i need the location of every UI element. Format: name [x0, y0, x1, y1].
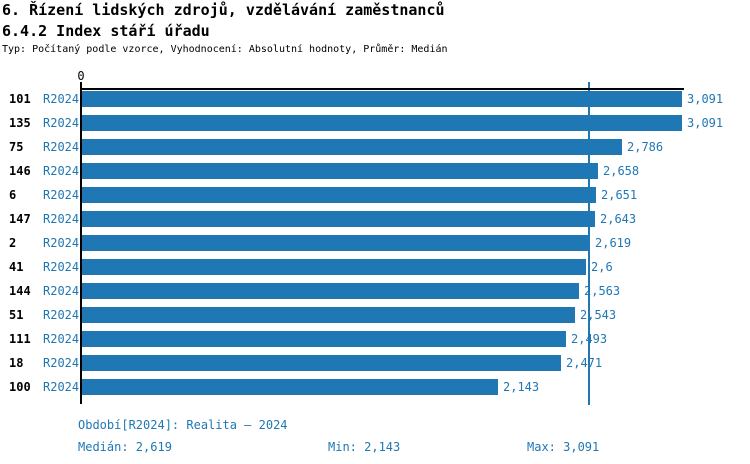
chart-row: 75 R2024 2,786 — [0, 139, 750, 155]
stat-max: Max: 3,091 — [527, 440, 600, 454]
bar-rows-container: 101 R2024 3,091 135 R2024 3,091 75 R2024 2,786 14… — [0, 91, 750, 395]
chart-row: 100 R2024 2,143 — [0, 379, 750, 395]
chart-row: 2 R2024 2,619 — [0, 235, 750, 251]
bar — [82, 139, 622, 155]
category-label: 18 — [9, 356, 24, 370]
bar-value-label: 2,643 — [600, 212, 637, 226]
bar-value-label: 2,651 — [601, 188, 638, 202]
series-tag: R2024 — [43, 284, 80, 298]
category-label: 41 — [9, 260, 24, 274]
bar — [82, 355, 561, 371]
category-label: 75 — [9, 140, 24, 154]
category-label: 51 — [9, 308, 24, 322]
chart-row: 135 R2024 3,091 — [0, 115, 750, 131]
series-tag: R2024 — [43, 92, 80, 106]
series-tag: R2024 — [43, 332, 80, 346]
series-tag: R2024 — [43, 140, 80, 154]
chart-row: 51 R2024 2,543 — [0, 307, 750, 323]
category-label: 147 — [9, 212, 31, 226]
x-axis-origin-label: 0 — [77, 69, 85, 83]
bar-value-label: 3,091 — [687, 92, 724, 106]
series-tag: R2024 — [43, 188, 80, 202]
bar-value-label: 2,471 — [566, 356, 603, 370]
chart-row: 6 R2024 2,651 — [0, 187, 750, 203]
bar — [82, 331, 566, 347]
bar-value-label: 2,786 — [627, 140, 664, 154]
bar-value-label: 2,493 — [571, 332, 608, 346]
bar-value-label: 2,619 — [595, 236, 632, 250]
bar — [82, 115, 682, 131]
category-label: 101 — [9, 92, 31, 106]
category-label: 111 — [9, 332, 31, 346]
bar-value-label: 2,143 — [503, 380, 540, 394]
bar — [82, 211, 595, 227]
bar-value-label: 2,6 — [591, 260, 613, 274]
series-tag: R2024 — [43, 356, 80, 370]
category-label: 2 — [9, 236, 17, 250]
y-axis-line — [80, 82, 82, 404]
stat-median: Medián: 2,619 — [78, 440, 172, 454]
series-tag: R2024 — [43, 164, 80, 178]
stat-min: Min: 2,143 — [328, 440, 401, 454]
series-tag: R2024 — [43, 236, 80, 250]
category-label: 6 — [9, 188, 17, 202]
x-axis-line — [80, 88, 684, 90]
series-tag: R2024 — [43, 380, 80, 394]
bar — [82, 283, 579, 299]
category-label: 100 — [9, 380, 31, 394]
bar — [82, 235, 590, 251]
series-tag: R2024 — [43, 116, 80, 130]
chart-row: 111 R2024 2,493 — [0, 331, 750, 347]
chart-row: 101 R2024 3,091 — [0, 91, 750, 107]
chart-row: 144 R2024 2,563 — [0, 283, 750, 299]
bar — [82, 187, 596, 203]
series-tag: R2024 — [43, 308, 80, 322]
chart-row: 18 R2024 2,471 — [0, 355, 750, 371]
category-label: 144 — [9, 284, 31, 298]
report-section-title: 6. Řízení lidských zdrojů, vzdělávání za… — [2, 1, 445, 19]
bar — [82, 163, 598, 179]
chart-title: 6.4.2 Index stáří úřadu — [2, 22, 210, 40]
bar — [82, 91, 682, 107]
bar-value-label: 2,658 — [603, 164, 640, 178]
bar-value-label: 2,563 — [584, 284, 621, 298]
series-tag: R2024 — [43, 260, 80, 274]
chart-row: 147 R2024 2,643 — [0, 211, 750, 227]
bar-value-label: 3,091 — [687, 116, 724, 130]
bar-value-label: 2,543 — [580, 308, 617, 322]
category-label: 146 — [9, 164, 31, 178]
bar — [82, 307, 575, 323]
bar — [82, 259, 586, 275]
chart-row: 146 R2024 2,658 — [0, 163, 750, 179]
chart-row: 41 R2024 2,6 — [0, 259, 750, 275]
series-tag: R2024 — [43, 212, 80, 226]
category-label: 135 — [9, 116, 31, 130]
bar — [82, 379, 498, 395]
chart-settings-line: Typ: Počítaný podle vzorce, Vyhodnocení:… — [2, 44, 448, 55]
legend-period: Období[R2024]: Realita – 2024 — [78, 418, 288, 432]
